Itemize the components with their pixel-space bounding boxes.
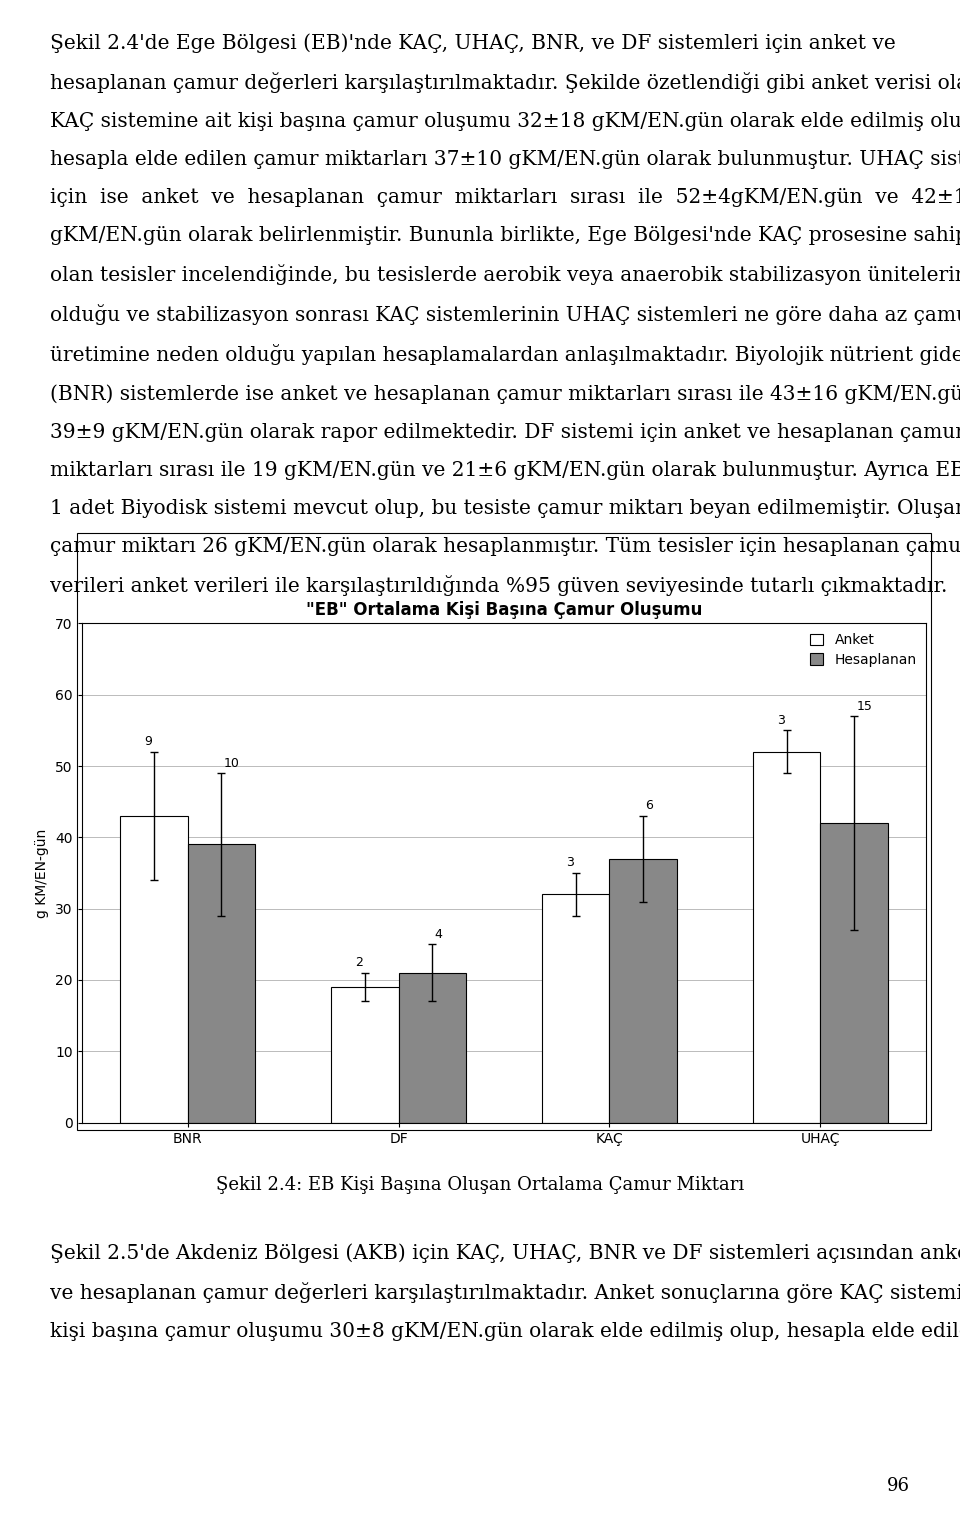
Text: 4: 4 [434, 927, 443, 941]
Legend: Anket, Hesaplanan: Anket, Hesaplanan [804, 628, 923, 672]
Bar [753, 752, 821, 1123]
Y-axis label: g KM/EN-gün: g KM/EN-gün [36, 829, 49, 917]
Bar [187, 844, 255, 1123]
Bar [398, 973, 466, 1123]
Bar [331, 986, 398, 1123]
Text: 3: 3 [777, 714, 784, 726]
Text: 3: 3 [565, 856, 574, 870]
Text: 2: 2 [355, 956, 363, 970]
Bar [821, 823, 888, 1123]
Text: Şekil 2.4: EB Kişi Başına Oluşan Ortalama Çamur Miktarı: Şekil 2.4: EB Kişi Başına Oluşan Ortalam… [216, 1176, 744, 1194]
Bar [120, 816, 187, 1123]
Text: Şekil 2.5'de Akdeniz Bölgesi (AKB) için KAÇ, UHAÇ, BNR ve DF sistemleri açısında: Şekil 2.5'de Akdeniz Bölgesi (AKB) için … [50, 1244, 960, 1342]
Text: 9: 9 [144, 735, 152, 749]
Bar [610, 859, 677, 1123]
Text: 10: 10 [224, 756, 239, 770]
Text: 96: 96 [887, 1477, 910, 1495]
Text: Şekil 2.4'de Ege Bölgesi (EB)'nde KAÇ, UHAÇ, BNR, ve DF sistemleri için anket ve: Şekil 2.4'de Ege Bölgesi (EB)'nde KAÇ, U… [50, 33, 960, 596]
Title: "EB" Ortalama Kişi Başına Çamur Oluşumu: "EB" Ortalama Kişi Başına Çamur Oluşumu [306, 601, 702, 619]
Bar [542, 894, 610, 1123]
Text: 6: 6 [645, 799, 653, 812]
Text: 15: 15 [856, 699, 873, 713]
